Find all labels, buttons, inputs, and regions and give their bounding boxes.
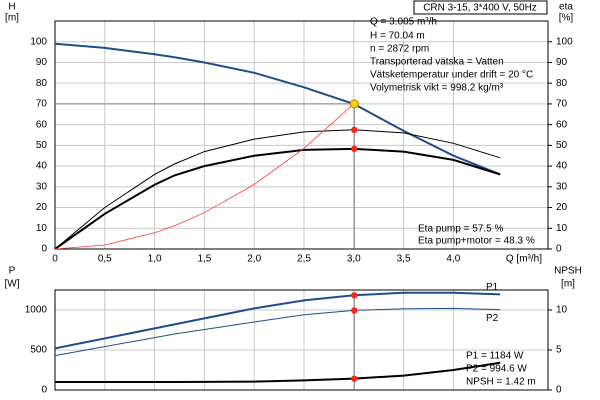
curve — [54, 129, 501, 250]
annotation: P1 = 1184 W — [466, 351, 524, 362]
y2-axis-label: eta — [559, 2, 573, 13]
annotation: Vätsketemperatur under drift = 20 °C — [370, 70, 533, 81]
y-tick-label: 10 — [36, 223, 48, 234]
y2-tick-label: 30 — [556, 181, 568, 192]
plot-frame — [54, 20, 549, 250]
x-axis-label: Q [m³/h] — [506, 254, 542, 265]
annotation: Eta pump+motor = 48.3 % — [418, 236, 535, 247]
y2-tick-label: 10 — [556, 223, 568, 234]
y-tick-label: 30 — [36, 181, 48, 192]
x-tick-label: 3,5 — [397, 254, 411, 265]
curve — [55, 361, 501, 383]
annotation: Eta pump = 57.5 % — [418, 224, 503, 235]
y-tick-label: 90 — [36, 57, 48, 68]
y2-tick-label: 90 — [556, 57, 568, 68]
x-tick-label: 0,5 — [98, 254, 112, 265]
y-tick-label: 1000 — [25, 305, 48, 316]
annotation: P2 = 994.6 W — [466, 364, 527, 375]
y-axis-label: H — [8, 2, 15, 13]
y-tick-label: 40 — [36, 161, 48, 172]
y-tick-label: 500 — [30, 345, 47, 356]
y-tick-label: 0 — [41, 244, 47, 255]
y-axis-label: P — [9, 266, 16, 277]
operating-point — [351, 145, 358, 153]
annotation: NPSH = 1.42 m — [466, 377, 536, 388]
y2-axis-label: [m] — [561, 279, 575, 290]
y-axis-label: [W] — [5, 279, 20, 290]
x-tick-label: 2,5 — [297, 254, 311, 265]
y2-tick-label: 5 — [556, 345, 562, 356]
x-tick-label: 1,0 — [148, 254, 162, 265]
curve — [54, 291, 501, 350]
y-tick-label: 100 — [30, 36, 47, 47]
plot-frame — [54, 289, 549, 391]
operating-point — [351, 307, 358, 314]
annotation: H = 70.04 m — [370, 31, 425, 42]
y2-tick-label: 80 — [556, 78, 568, 89]
operating-point — [351, 292, 358, 299]
operating-point — [349, 99, 359, 109]
y2-tick-label: 0 — [556, 244, 562, 255]
annotation: Transporterad vätska = Vatten — [370, 57, 504, 68]
y-tick-label: 50 — [36, 140, 48, 151]
y2-tick-label: 50 — [556, 140, 568, 151]
curve — [54, 147, 501, 250]
y2-tick-label: 10 — [556, 305, 568, 316]
curve — [54, 307, 501, 357]
x-tick-label: 0 — [52, 254, 58, 265]
x-tick-label: 4,0 — [446, 254, 460, 265]
curve — [54, 42, 501, 176]
curve — [54, 103, 355, 250]
y-tick-label: 60 — [36, 119, 48, 130]
curve-label: P1 — [486, 282, 499, 293]
model-label: CRN 3-15, 3*400 V, 50Hz — [423, 3, 537, 14]
x-tick-label: 2,0 — [247, 254, 261, 265]
y2-axis-label: [%] — [559, 13, 574, 24]
x-tick-label: 3,0 — [347, 254, 361, 265]
y-tick-label: 80 — [36, 78, 48, 89]
y2-tick-label: 70 — [556, 99, 568, 110]
operating-point — [351, 126, 358, 134]
y-tick-label: 20 — [36, 202, 48, 213]
y-tick-label: 70 — [36, 99, 48, 110]
y2-axis-label: NPSH — [554, 266, 582, 277]
y2-tick-label: 100 — [556, 36, 573, 47]
y2-tick-label: 40 — [556, 161, 568, 172]
y2-tick-label: 20 — [556, 202, 568, 213]
annotation: Volymetrisk vikt = 998.2 kg/m³ — [370, 83, 504, 94]
x-tick-label: 1,5 — [197, 254, 211, 265]
y2-tick-label: 60 — [556, 119, 568, 130]
y-tick-label: 0 — [41, 385, 47, 396]
y-axis-label: [m] — [5, 13, 19, 24]
curve-label: P2 — [486, 313, 499, 324]
annotation: Q = 3.005 m³/h — [370, 17, 437, 28]
model-box — [413, 0, 548, 15]
operating-point — [351, 375, 358, 382]
y2-tick-label: 0 — [556, 385, 562, 396]
annotation: n = 2872 rpm — [370, 44, 429, 55]
